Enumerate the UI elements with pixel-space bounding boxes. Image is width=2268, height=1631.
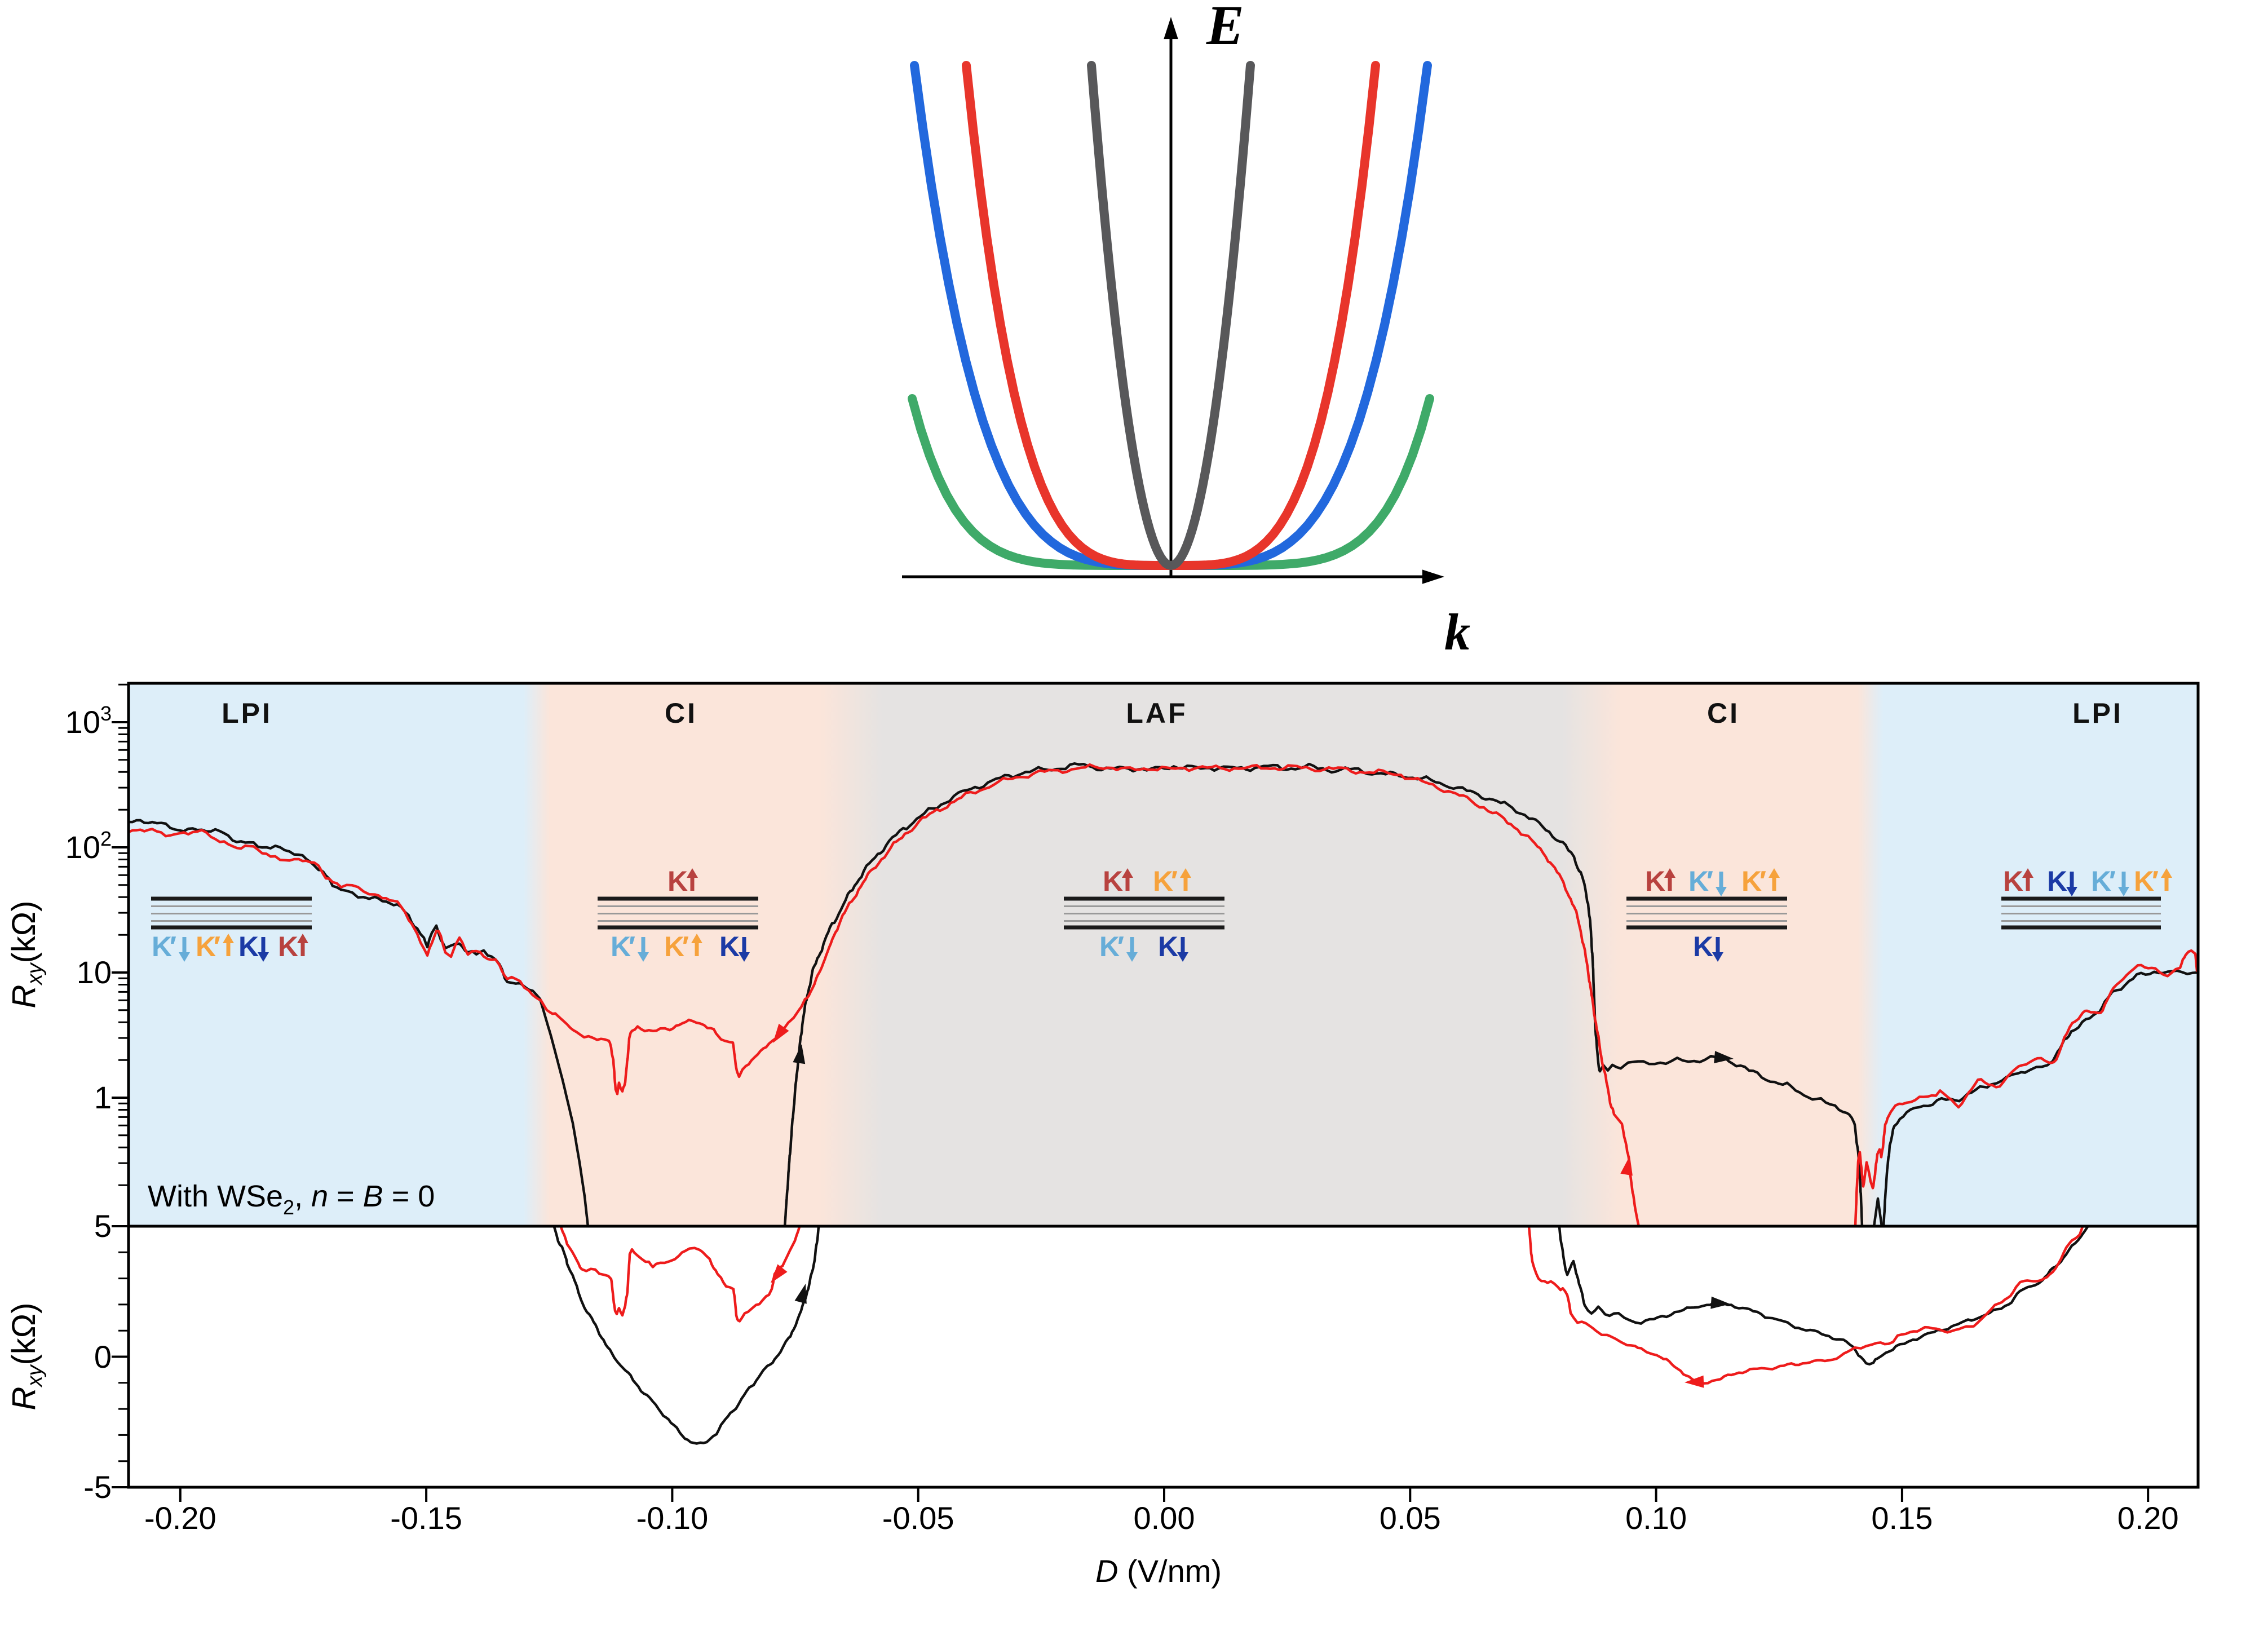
svg-text:′: ′ xyxy=(214,931,220,962)
svg-text:0.15: 0.15 xyxy=(1871,1500,1933,1536)
svg-text:K: K xyxy=(1693,931,1713,962)
svg-text:0.20: 0.20 xyxy=(2117,1500,2179,1536)
svg-text:′: ′ xyxy=(682,931,689,962)
svg-text:′: ′ xyxy=(1117,931,1124,962)
svg-text:K: K xyxy=(611,931,631,962)
svg-text:-0.10: -0.10 xyxy=(636,1500,709,1536)
svg-text:′: ′ xyxy=(2152,865,2159,897)
svg-text:-0.05: -0.05 xyxy=(882,1500,954,1536)
svg-text:K: K xyxy=(1103,865,1123,897)
svg-text:K: K xyxy=(2047,865,2067,897)
svg-text:-5: -5 xyxy=(83,1469,112,1505)
svg-text:k: k xyxy=(1444,603,1470,661)
svg-text:K: K xyxy=(2134,865,2154,897)
svg-text:K: K xyxy=(238,931,259,962)
svg-text:10: 10 xyxy=(77,954,112,990)
svg-text:K: K xyxy=(1153,865,1173,897)
svg-text:102: 102 xyxy=(65,827,112,865)
svg-text:K: K xyxy=(1158,931,1178,962)
svg-text:K: K xyxy=(664,931,684,962)
svg-text:0: 0 xyxy=(94,1339,112,1374)
svg-text:D (V/nm): D (V/nm) xyxy=(1095,1553,1222,1589)
svg-text:LPI: LPI xyxy=(2072,697,2123,729)
svg-text:Rxy(kΩ): Rxy(kΩ) xyxy=(6,901,47,1009)
svg-text:K: K xyxy=(1645,865,1665,897)
svg-text:CI: CI xyxy=(665,697,697,729)
svg-text:′: ′ xyxy=(1759,865,1766,897)
svg-text:K: K xyxy=(719,931,740,962)
svg-text:-0.15: -0.15 xyxy=(390,1500,462,1536)
svg-text:5: 5 xyxy=(94,1208,112,1244)
svg-text:′: ′ xyxy=(629,931,635,962)
svg-text:K: K xyxy=(2091,865,2111,897)
svg-text:1: 1 xyxy=(94,1080,112,1115)
svg-text:LAF: LAF xyxy=(1126,697,1187,729)
svg-text:′: ′ xyxy=(1171,865,1178,897)
svg-text:LPI: LPI xyxy=(222,697,272,729)
svg-text:E: E xyxy=(1206,0,1244,56)
svg-text:′: ′ xyxy=(1706,865,1713,897)
svg-text:K: K xyxy=(1099,931,1120,962)
svg-text:′: ′ xyxy=(170,931,176,962)
svg-text:K: K xyxy=(196,931,216,962)
svg-text:0.00: 0.00 xyxy=(1134,1500,1195,1536)
svg-text:K: K xyxy=(278,931,298,962)
svg-text:-0.20: -0.20 xyxy=(144,1500,216,1536)
svg-text:′: ′ xyxy=(2109,865,2116,897)
svg-text:K: K xyxy=(1741,865,1762,897)
svg-text:K: K xyxy=(1688,865,1709,897)
svg-text:0.10: 0.10 xyxy=(1625,1500,1687,1536)
svg-text:K: K xyxy=(667,865,688,897)
svg-text:0.05: 0.05 xyxy=(1380,1500,1441,1536)
svg-text:CI: CI xyxy=(1707,697,1740,729)
svg-text:Rxy(kΩ): Rxy(kΩ) xyxy=(6,1303,47,1411)
svg-text:K: K xyxy=(2003,865,2023,897)
svg-text:K: K xyxy=(152,931,172,962)
